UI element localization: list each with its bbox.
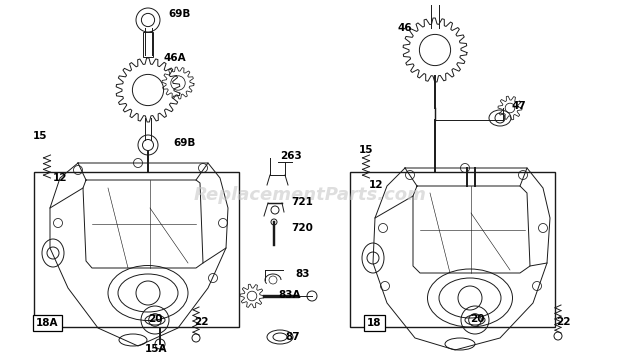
Text: 46A: 46A [163,53,185,63]
Text: 15: 15 [359,145,373,155]
Text: 20: 20 [470,314,484,324]
Bar [34,172,239,327]
Text: 83A: 83A [278,290,301,300]
Text: 720: 720 [291,223,313,233]
Text: 15: 15 [33,131,48,141]
Text: 12: 12 [53,173,68,183]
Text: 83: 83 [295,269,309,279]
Text: 47: 47 [512,101,527,111]
Text: 46: 46 [397,23,412,33]
Bar [350,172,555,327]
Text: 12: 12 [369,180,384,190]
Text: 20: 20 [148,314,162,324]
Text: ReplacementParts.com: ReplacementParts.com [193,186,427,204]
Text: 15A: 15A [145,344,167,354]
Bar [143,32,153,57]
Text: 18: 18 [367,318,381,328]
Text: 263: 263 [280,151,302,161]
Text: 18A: 18A [36,318,58,328]
Text: 22: 22 [194,317,208,327]
Text: 22: 22 [556,317,570,327]
Text: 69B: 69B [173,138,195,148]
Text: 721: 721 [291,197,313,207]
Text: 87: 87 [285,332,299,342]
Text: 69B: 69B [168,9,190,19]
